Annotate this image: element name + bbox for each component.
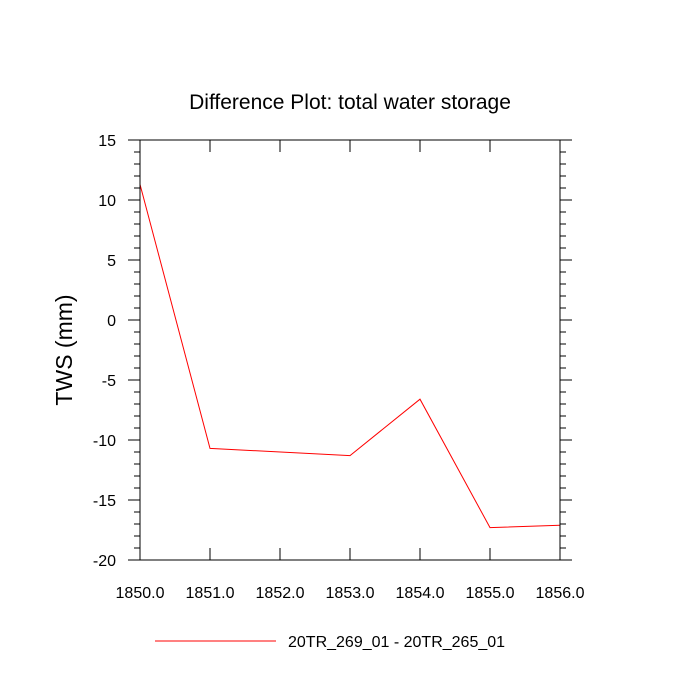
plot-frame	[139, 139, 561, 561]
series-line	[139, 184, 561, 529]
y-tick-label: -20	[93, 553, 116, 570]
axis-ticks	[128, 139, 572, 561]
y-tick-label: -5	[102, 373, 116, 390]
y-tick-label: 0	[107, 313, 116, 330]
x-tick-label: 1853.0	[326, 585, 375, 602]
x-tick-label: 1855.0	[466, 585, 515, 602]
x-tick-label: 1854.0	[396, 585, 445, 602]
series-lines	[139, 184, 561, 529]
y-tick-label: -10	[93, 433, 116, 450]
y-tick-label: 5	[107, 253, 116, 270]
legend-label: 20TR_269_01 - 20TR_265_01	[288, 634, 505, 651]
y-tick-label: 10	[98, 193, 116, 210]
x-tick-label: 1851.0	[186, 585, 235, 602]
axis-tick-labels: 1850.0 1851.0 1852.0 1853.0 1854.0 1855.0 1856…	[93, 133, 585, 602]
x-tick-label: 1852.0	[256, 585, 305, 602]
chart-title: Difference Plot: total water storage	[189, 91, 511, 114]
x-tick-label: 1856.0	[536, 585, 585, 602]
legend: 20TR_269_01 - 20TR_265_01	[155, 634, 505, 651]
y-axis-label: TWS (mm)	[51, 294, 77, 405]
y-tick-label: -15	[93, 493, 116, 510]
x-tick-label: 1850.0	[116, 585, 165, 602]
y-tick-label: 15	[98, 133, 116, 150]
